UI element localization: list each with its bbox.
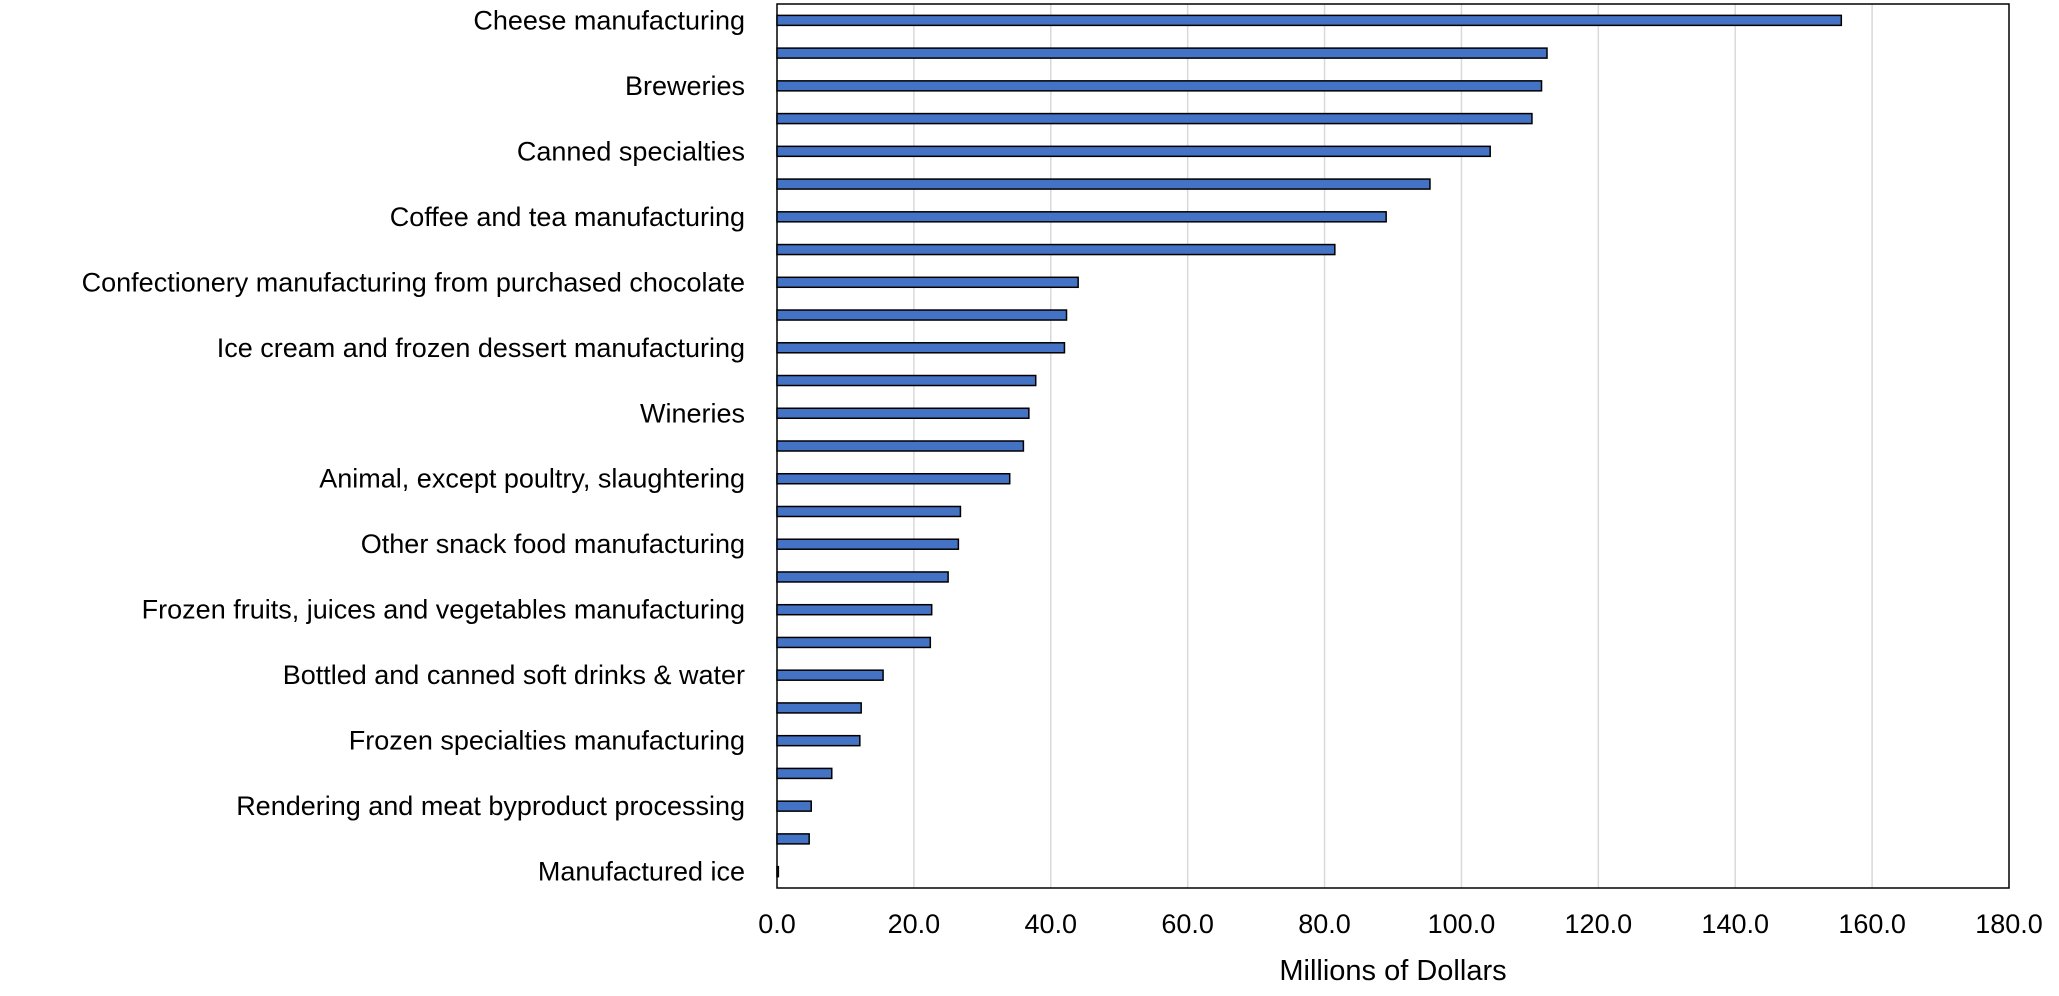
category-label: Breweries bbox=[625, 71, 745, 101]
category-label: Coffee and tea manufacturing bbox=[390, 202, 745, 232]
bar bbox=[776, 505, 962, 518]
bar bbox=[776, 472, 1011, 485]
bar bbox=[776, 145, 1491, 158]
bar bbox=[776, 243, 1336, 256]
bar bbox=[776, 833, 810, 845]
bar bbox=[776, 112, 1533, 125]
x-tick-label: 80.0 bbox=[1298, 909, 1351, 939]
x-tick-label: 160.0 bbox=[1838, 909, 1906, 939]
bar bbox=[776, 342, 1066, 354]
category-label: Canned specialties bbox=[517, 136, 745, 166]
bar bbox=[776, 702, 862, 714]
category-label: Other snack food manufacturing bbox=[361, 529, 745, 559]
x-tick-label: 40.0 bbox=[1024, 909, 1077, 939]
category-label: Wineries bbox=[640, 398, 745, 428]
bar bbox=[776, 309, 1068, 321]
x-tick-label: 120.0 bbox=[1565, 909, 1633, 939]
category-label: Frozen fruits, juices and vegetables man… bbox=[142, 595, 745, 625]
bar bbox=[776, 669, 884, 681]
bar bbox=[776, 47, 1548, 59]
bar bbox=[776, 571, 949, 583]
category-label: Manufactured ice bbox=[538, 857, 745, 887]
gridlines bbox=[913, 4, 1873, 888]
bar bbox=[776, 211, 1387, 223]
category-label: Animal, except poultry, slaughtering bbox=[319, 464, 745, 494]
x-tick-label: 180.0 bbox=[1975, 909, 2043, 939]
bar bbox=[776, 178, 1431, 190]
bar bbox=[776, 276, 1079, 289]
category-label: Rendering and meat byproduct processing bbox=[236, 791, 745, 821]
x-tick-label: 60.0 bbox=[1161, 909, 1214, 939]
x-tick-label: 20.0 bbox=[888, 909, 941, 939]
x-tick-label: 100.0 bbox=[1428, 909, 1496, 939]
bar bbox=[776, 538, 960, 550]
bar bbox=[776, 636, 932, 649]
category-label: Confectionery manufacturing from purchas… bbox=[82, 267, 745, 297]
x-tick-label: 0.0 bbox=[758, 909, 796, 939]
bar bbox=[776, 440, 1025, 452]
x-axis-title: Millions of Dollars bbox=[1279, 955, 1506, 987]
bar bbox=[776, 407, 1030, 420]
x-tick-label: 140.0 bbox=[1701, 909, 1769, 939]
bar bbox=[776, 865, 780, 878]
bars bbox=[776, 14, 1843, 878]
bar bbox=[776, 80, 1543, 92]
category-label: Cheese manufacturing bbox=[473, 5, 745, 35]
bar bbox=[776, 14, 1843, 27]
category-label: Bottled and canned soft drinks & water bbox=[283, 660, 745, 690]
bar bbox=[776, 767, 833, 780]
bar bbox=[776, 800, 812, 812]
bar bbox=[776, 734, 861, 747]
bar bbox=[776, 374, 1037, 387]
category-label: Ice cream and frozen dessert manufacturi… bbox=[217, 333, 745, 363]
category-label: Frozen specialties manufacturing bbox=[349, 726, 745, 756]
bar bbox=[776, 603, 933, 616]
